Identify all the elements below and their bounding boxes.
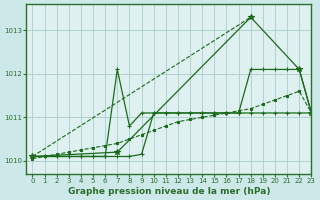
X-axis label: Graphe pression niveau de la mer (hPa): Graphe pression niveau de la mer (hPa)	[68, 187, 270, 196]
